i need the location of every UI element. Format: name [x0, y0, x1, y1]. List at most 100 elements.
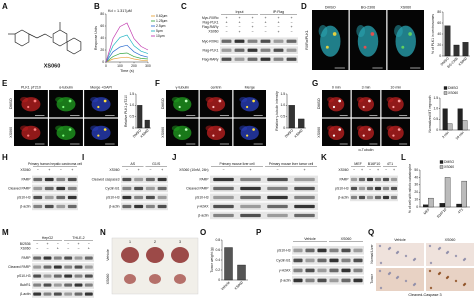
condition-sign: − — [251, 30, 253, 34]
condition-sign: − — [225, 30, 227, 34]
x-tick-label: 200 — [131, 64, 137, 68]
legend-swatch — [443, 86, 448, 90]
spot — [33, 128, 37, 131]
cell — [356, 25, 366, 37]
row-label: XS060 — [317, 127, 321, 138]
y-tick-label: 0 — [102, 60, 104, 64]
column-label: XS060 — [400, 5, 411, 9]
bar — [144, 119, 150, 129]
ihc-image — [426, 268, 474, 291]
spot — [332, 32, 337, 36]
structure-ring — [52, 29, 68, 47]
y-tick-label: 0 — [439, 54, 441, 58]
stained-cell — [446, 250, 450, 254]
panel-letter: J — [172, 153, 176, 162]
row-label: β-actin — [338, 195, 348, 199]
blot-band — [53, 283, 62, 287]
cell — [318, 25, 328, 37]
blot-band — [382, 177, 390, 182]
structure-ring — [66, 37, 82, 55]
spot — [370, 32, 375, 36]
row-label: γ-H2AX — [279, 268, 291, 272]
blot-band — [366, 195, 374, 200]
spot — [252, 128, 256, 131]
condition-sign: − — [57, 242, 59, 246]
blot-band — [240, 177, 261, 182]
row-label: XS060 — [106, 274, 110, 285]
y-axis-label: % of cell with mitotic catastrophe — [408, 164, 412, 213]
column-label: γ-tubulin — [175, 85, 189, 89]
ihc-image — [376, 243, 424, 266]
column-label: α-tubulin — [59, 85, 73, 89]
y-tick-label: 1.5 — [129, 92, 134, 96]
blot-strip — [32, 263, 94, 271]
group-label: 4T1 — [387, 162, 393, 166]
condition-sign: + — [225, 21, 227, 25]
blot-band — [134, 186, 144, 191]
legend-label: 2.5μm — [156, 24, 166, 28]
spot — [392, 134, 395, 137]
condition-sign: + — [290, 16, 292, 20]
y-tick-label: 20 — [437, 43, 441, 47]
blot-band — [305, 258, 315, 263]
legend-label: DMSO — [444, 160, 455, 164]
blot-band — [74, 283, 83, 287]
stained-cell — [446, 275, 450, 279]
spot — [97, 105, 100, 109]
cell — [394, 25, 403, 37]
stained-cell — [396, 275, 400, 279]
condition-sign: + — [138, 168, 140, 172]
condition-label: XS060 — [338, 168, 348, 172]
panel-letter: Q — [368, 228, 374, 237]
condition-sign: − — [385, 168, 387, 172]
y-tick-label: 60 — [437, 21, 441, 25]
tumor — [174, 274, 186, 284]
row-label: pS10-H3 — [17, 274, 30, 278]
blot-band — [67, 204, 77, 209]
condition-label: Myc-RXRα — [202, 16, 219, 20]
x-tick-label: DMSO — [440, 56, 450, 66]
group-label: IP:Flag — [273, 10, 284, 14]
blot-band — [74, 292, 83, 296]
blot-band — [134, 177, 144, 182]
blot-band — [33, 292, 42, 296]
blot-strip — [292, 276, 364, 285]
legend-label: XS060 — [444, 165, 454, 169]
y-tick-label: 1.5 — [433, 96, 438, 100]
group-label: B16F10 — [368, 162, 381, 166]
x-tick-label: Vehicle — [220, 280, 231, 291]
condition-sign: + — [77, 242, 79, 246]
blot-band — [74, 274, 83, 278]
x-tick-label: XS060 — [140, 128, 150, 138]
condition-sign: − — [67, 242, 69, 246]
blot-strip — [220, 55, 298, 63]
stained-cell — [413, 282, 417, 286]
cell — [356, 125, 364, 131]
row-label: pS10-H3 — [277, 248, 290, 252]
column-label: BG-2306 — [361, 5, 375, 9]
group-label: Primary human hepatic carcinoma cell — [28, 162, 82, 166]
x-tick-label: 3 min — [441, 130, 450, 139]
y-tick-label: 0.5 — [129, 115, 134, 119]
spot — [33, 99, 37, 103]
bar — [288, 105, 295, 129]
blot-band — [317, 248, 327, 253]
condition-label: XS060 — [20, 246, 30, 250]
row-label: β-actin — [280, 278, 290, 282]
condition-sign: + — [251, 25, 253, 29]
y-tick-label: 40 — [414, 175, 418, 179]
blot-band — [145, 177, 155, 182]
blot-strip — [210, 184, 318, 193]
spot — [332, 134, 336, 137]
blot-strip — [350, 184, 398, 193]
condition-label: XS060 — [20, 168, 30, 172]
bar — [237, 264, 246, 281]
cell — [386, 125, 394, 131]
cell — [205, 96, 214, 103]
stained-cell — [463, 257, 467, 261]
x-tick-label: DMSO — [284, 128, 294, 138]
blot-strip — [32, 290, 94, 298]
spot — [68, 99, 72, 103]
cell — [90, 125, 99, 131]
blot-band — [64, 292, 73, 296]
